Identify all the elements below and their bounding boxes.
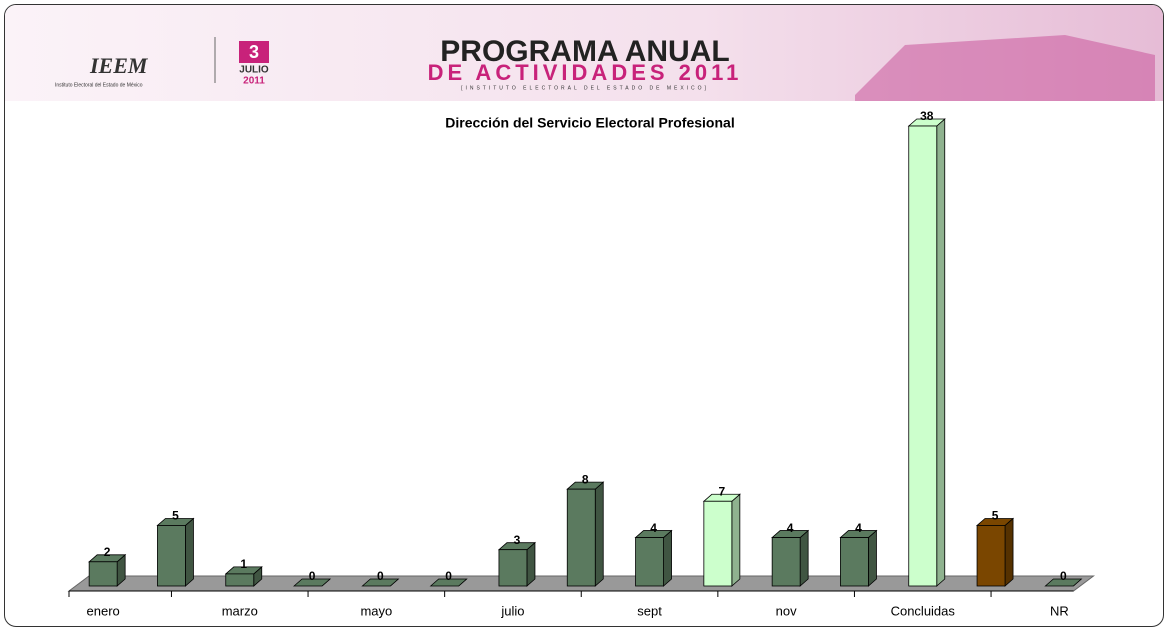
banner-subtitle: DE ACTIVIDADES 2011 (428, 60, 743, 85)
value-label: 4 (650, 521, 657, 535)
bar-side (937, 119, 945, 586)
x-tick-label: Concluidas (891, 603, 956, 618)
bar (704, 501, 732, 586)
bar (226, 574, 254, 586)
value-label: 7 (719, 484, 726, 498)
bar (89, 562, 117, 586)
bar (840, 538, 868, 586)
bar (909, 126, 937, 586)
logo: IEEM (89, 53, 149, 78)
value-label: 5 (172, 509, 179, 523)
value-label: 5 (992, 509, 999, 523)
bar (636, 538, 664, 586)
value-label: 4 (787, 521, 794, 535)
chart: IEEM Instituto Electoral del Estado de M… (5, 5, 1163, 626)
value-label: 38 (920, 109, 934, 123)
bar (772, 538, 800, 586)
bar-side (185, 518, 193, 586)
frame: IEEM Instituto Electoral del Estado de M… (4, 4, 1164, 627)
value-label: 4 (855, 521, 862, 535)
bar-side (664, 531, 672, 586)
chart-title: Dirección del Servicio Electoral Profesi… (445, 115, 734, 131)
bar-side (732, 494, 740, 586)
x-tick-label: nov (776, 603, 797, 618)
value-label: 0 (377, 569, 384, 583)
value-label: 8 (582, 472, 589, 486)
day: 3 (249, 42, 259, 62)
bar-side (868, 531, 876, 586)
bar-side (527, 543, 535, 586)
value-label: 0 (445, 569, 452, 583)
banner-caption: [INSTITUTO ELECTORAL DEL ESTADO DE MEXIC… (461, 85, 709, 91)
value-label: 2 (104, 545, 111, 559)
x-tick-label: NR (1050, 603, 1069, 618)
value-label: 0 (1060, 569, 1067, 583)
value-label: 1 (240, 557, 247, 571)
bar (499, 550, 527, 586)
month: JULIO (239, 65, 269, 76)
x-tick-label: enero (87, 603, 120, 618)
x-tick-label: julio (500, 603, 524, 618)
x-tick-label: mayo (360, 603, 392, 618)
value-label: 0 (309, 569, 316, 583)
bar-side (595, 482, 603, 586)
bar-side (1005, 518, 1013, 586)
logo-subtitle: Instituto Electoral del Estado de México (55, 82, 143, 88)
year: 2011 (243, 76, 265, 87)
x-tick-label: sept (637, 603, 662, 618)
bar (567, 489, 595, 586)
bar (157, 525, 185, 586)
value-label: 3 (514, 533, 521, 547)
bar-side (800, 531, 808, 586)
x-tick-label: marzo (222, 603, 258, 618)
bar (977, 525, 1005, 586)
